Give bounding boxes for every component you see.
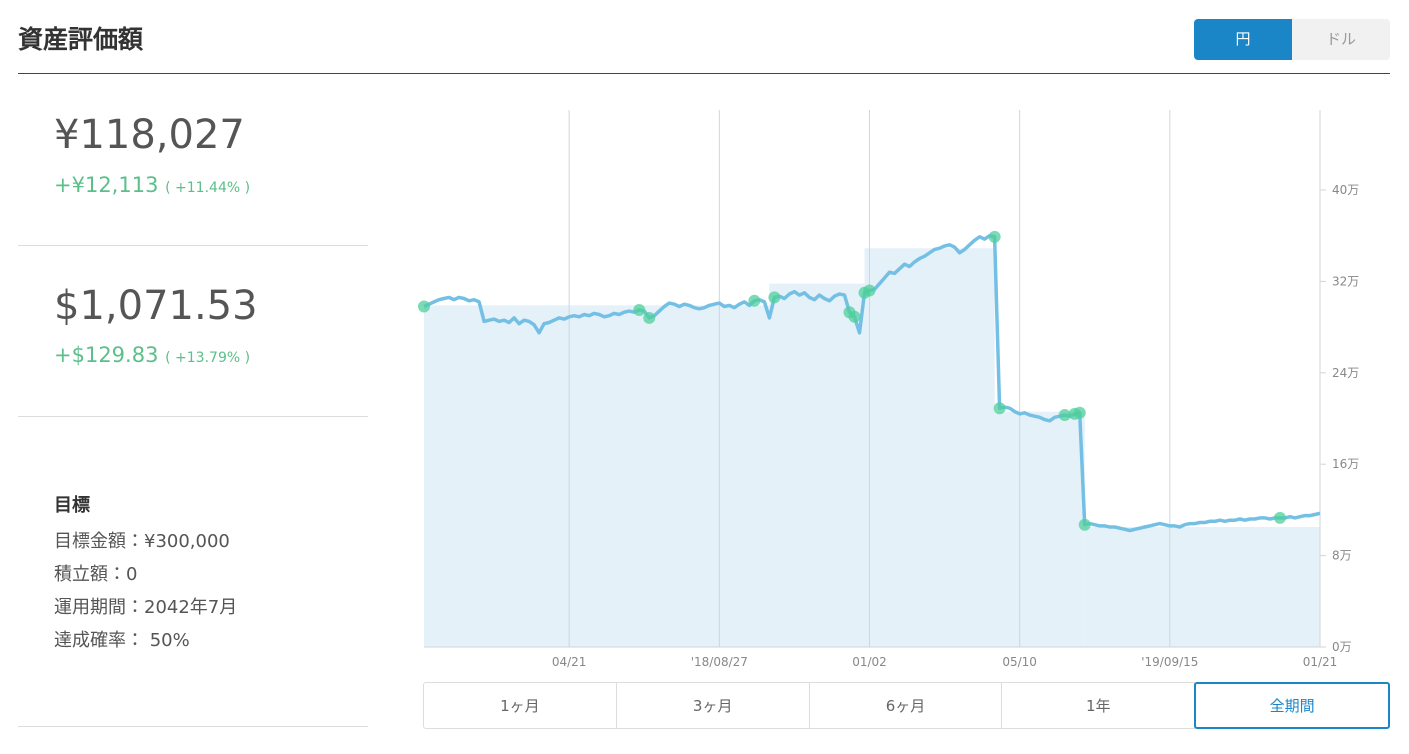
divider: [18, 73, 1390, 74]
usd-change-pct: ( +13.79% ): [165, 350, 251, 366]
area-step: [1084, 527, 1320, 647]
marker: [633, 303, 646, 316]
y-tick-label: 32万: [1332, 274, 1359, 288]
divider: [18, 245, 368, 246]
currency-button[interactable]: ドル: [1292, 19, 1390, 60]
period-button[interactable]: 6ヶ月: [808, 682, 1003, 729]
period-button[interactable]: 1ヶ月: [423, 682, 617, 729]
marker: [1078, 518, 1091, 531]
yen-change-amount: +¥12,113: [54, 173, 159, 197]
y-tick-label: 40万: [1332, 183, 1359, 197]
marker: [848, 310, 861, 323]
x-tick-label: '19/09/15: [1141, 655, 1198, 669]
x-tick-label: 01/02: [852, 655, 887, 669]
marker: [768, 291, 781, 304]
goal-line: 運用期間：2042年7月: [54, 597, 238, 618]
goal-line: 目標金額：¥300,000: [54, 531, 230, 552]
yen-change-pct: ( +11.44% ): [165, 180, 251, 196]
x-tick-label: 01/21: [1303, 655, 1338, 669]
marker: [418, 300, 430, 313]
period-button[interactable]: 1年: [1001, 682, 1196, 729]
marker: [993, 402, 1006, 415]
marker: [643, 311, 656, 324]
x-tick-label: 05/10: [1002, 655, 1037, 669]
page-title: 資産評価額: [18, 25, 144, 54]
marker: [863, 284, 876, 297]
marker: [748, 294, 761, 307]
marker: [1073, 406, 1086, 419]
marker: [1058, 409, 1071, 422]
divider: [18, 726, 368, 727]
goal-line: 達成確率： 50%: [54, 630, 190, 651]
period-button[interactable]: 全期間: [1194, 682, 1390, 729]
usd-change-amount: +$129.83: [54, 343, 159, 367]
y-tick-label: 8万: [1332, 549, 1352, 563]
area-step: [864, 248, 995, 647]
area-step: [424, 305, 770, 647]
goal-line: 積立額：0: [54, 564, 138, 585]
usd-change: +$129.83 ( +13.79% ): [54, 343, 250, 367]
area-step: [769, 283, 865, 647]
goal-heading: 目標: [54, 495, 90, 516]
y-tick-label: 16万: [1332, 457, 1359, 471]
y-tick-label: 0万: [1332, 640, 1352, 654]
x-tick-label: 04/21: [552, 655, 587, 669]
x-tick-label: '18/08/27: [691, 655, 748, 669]
y-tick-label: 24万: [1332, 366, 1359, 380]
period-selector: 1ヶ月 3ヶ月 6ヶ月 1年 全期間: [423, 682, 1390, 729]
area-step: [994, 411, 1085, 647]
divider: [18, 416, 368, 417]
marker: [1273, 511, 1286, 524]
period-button[interactable]: 3ヶ月: [615, 682, 810, 729]
yen-change: +¥12,113 ( +11.44% ): [54, 173, 250, 197]
currency-button[interactable]: 円: [1194, 19, 1292, 60]
yen-value: ¥118,027: [54, 112, 245, 158]
marker: [988, 230, 1001, 243]
usd-value: $1,071.53: [54, 283, 258, 329]
